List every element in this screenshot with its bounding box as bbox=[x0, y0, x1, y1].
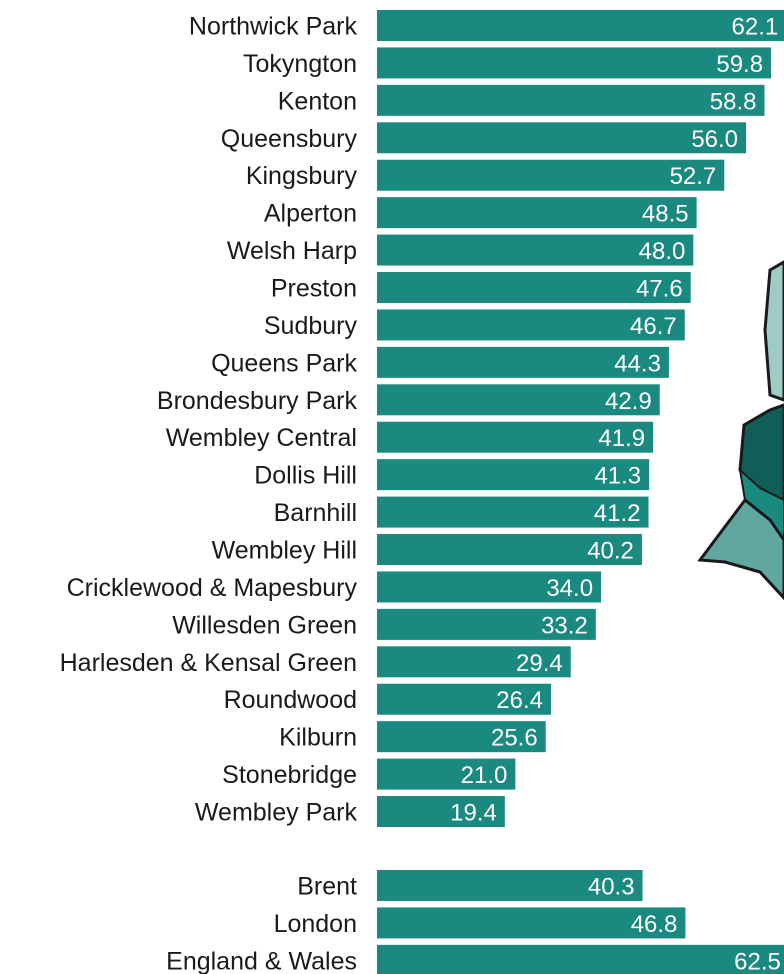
bars bbox=[377, 10, 784, 974]
bar-dollis-hill bbox=[377, 459, 650, 491]
category-label: Sudbury bbox=[264, 312, 358, 340]
bar-wembley-park bbox=[377, 796, 505, 828]
category-label: Kingsbury bbox=[246, 162, 358, 190]
value-label: 26.4 bbox=[496, 687, 543, 714]
bar-kenton bbox=[377, 84, 765, 116]
category-label: Harlesden & Kensal Green bbox=[60, 649, 357, 677]
value-label: 42.9 bbox=[605, 388, 652, 415]
value-label: 56.0 bbox=[691, 126, 738, 153]
bar-queens-park bbox=[377, 346, 669, 378]
bar-wembley-hill bbox=[377, 534, 642, 566]
value-label: 21.0 bbox=[461, 762, 508, 789]
map-region-south bbox=[697, 497, 784, 601]
category-label: Wembley Park bbox=[195, 799, 358, 827]
category-label: Alperton bbox=[264, 200, 357, 228]
category-label: Kenton bbox=[278, 87, 357, 115]
value-label: 48.5 bbox=[642, 201, 689, 228]
bar-harlesden-and-kensal-green bbox=[377, 646, 571, 678]
category-label: Kilburn bbox=[279, 724, 357, 752]
bar-queensbury bbox=[377, 122, 747, 154]
category-label: Roundwood bbox=[224, 686, 357, 714]
value-label: 33.2 bbox=[541, 612, 588, 639]
bar-kingsbury bbox=[377, 159, 725, 191]
category-label: Dollis Hill bbox=[254, 462, 357, 490]
value-label: 19.4 bbox=[450, 800, 497, 827]
bar-cricklewood-and-mapesbury bbox=[377, 571, 602, 603]
map-region-north bbox=[763, 260, 784, 402]
value-label: 29.4 bbox=[516, 650, 563, 677]
category-label: Queens Park bbox=[211, 349, 357, 377]
value-label: 41.9 bbox=[598, 425, 645, 452]
category-label: Brondesbury Park bbox=[157, 387, 358, 415]
bar-sudbury bbox=[377, 309, 685, 341]
bar-brondesbury-park bbox=[377, 384, 660, 416]
value-label: 41.3 bbox=[594, 463, 641, 490]
category-label: Willesden Green bbox=[172, 611, 357, 639]
category-label: Wembley Hill bbox=[212, 537, 357, 565]
category-label: Queensbury bbox=[221, 125, 358, 153]
value-label: 58.8 bbox=[710, 88, 757, 115]
value-label: 40.2 bbox=[587, 538, 634, 565]
bar-wembley-central bbox=[377, 421, 654, 453]
bar-barnhill bbox=[377, 496, 649, 528]
category-label: Northwick Park bbox=[189, 13, 358, 41]
category-label: Brent bbox=[297, 873, 357, 901]
value-label: 52.7 bbox=[670, 163, 717, 190]
category-label: Barnhill bbox=[274, 499, 357, 527]
category-label: Welsh Harp bbox=[227, 237, 357, 265]
value-label: 62.5 bbox=[734, 948, 781, 974]
category-label: Tokyngton bbox=[243, 50, 357, 78]
value-label: 46.7 bbox=[630, 313, 677, 340]
bar-stonebridge bbox=[377, 758, 516, 790]
value-label: 46.8 bbox=[631, 911, 678, 938]
bar-preston bbox=[377, 272, 691, 304]
category-label: Preston bbox=[271, 275, 357, 303]
bar-northwick-park bbox=[377, 10, 784, 41]
category-label: England & Wales bbox=[166, 947, 357, 974]
category-label: Cricklewood & Mapesbury bbox=[67, 574, 358, 602]
category-label: Stonebridge bbox=[222, 761, 357, 789]
bar-willesden-green bbox=[377, 608, 596, 640]
value-label: 62.1 bbox=[732, 14, 779, 41]
value-label: 59.8 bbox=[716, 51, 763, 78]
bar-roundwood bbox=[377, 683, 551, 715]
value-labels: 62.1 59.8 58.8 56.0 52.7 48.5 48.0 47.6 46.7 44.3… bbox=[450, 14, 781, 974]
category-label: London bbox=[274, 910, 357, 938]
brent-ward-map bbox=[697, 260, 784, 601]
value-label: 41.2 bbox=[594, 500, 641, 527]
value-label: 44.3 bbox=[614, 350, 661, 377]
bar-england-and-wales bbox=[377, 944, 784, 974]
bar-welsh-harp bbox=[377, 234, 694, 266]
bar-london bbox=[377, 907, 686, 939]
value-label: 47.6 bbox=[636, 276, 683, 303]
bar-alperton bbox=[377, 197, 697, 229]
value-label: 34.0 bbox=[546, 575, 593, 602]
bar-tokyngton bbox=[377, 47, 772, 79]
value-label: 25.6 bbox=[491, 725, 538, 752]
bar-kilburn bbox=[377, 721, 546, 753]
category-labels: Northwick Park Tokyngton Kenton Queensbury K… bbox=[60, 13, 358, 974]
value-label: 40.3 bbox=[588, 874, 635, 901]
value-label: 48.0 bbox=[639, 238, 686, 265]
bar-brent bbox=[377, 870, 643, 901]
category-label: Wembley Central bbox=[166, 424, 357, 452]
